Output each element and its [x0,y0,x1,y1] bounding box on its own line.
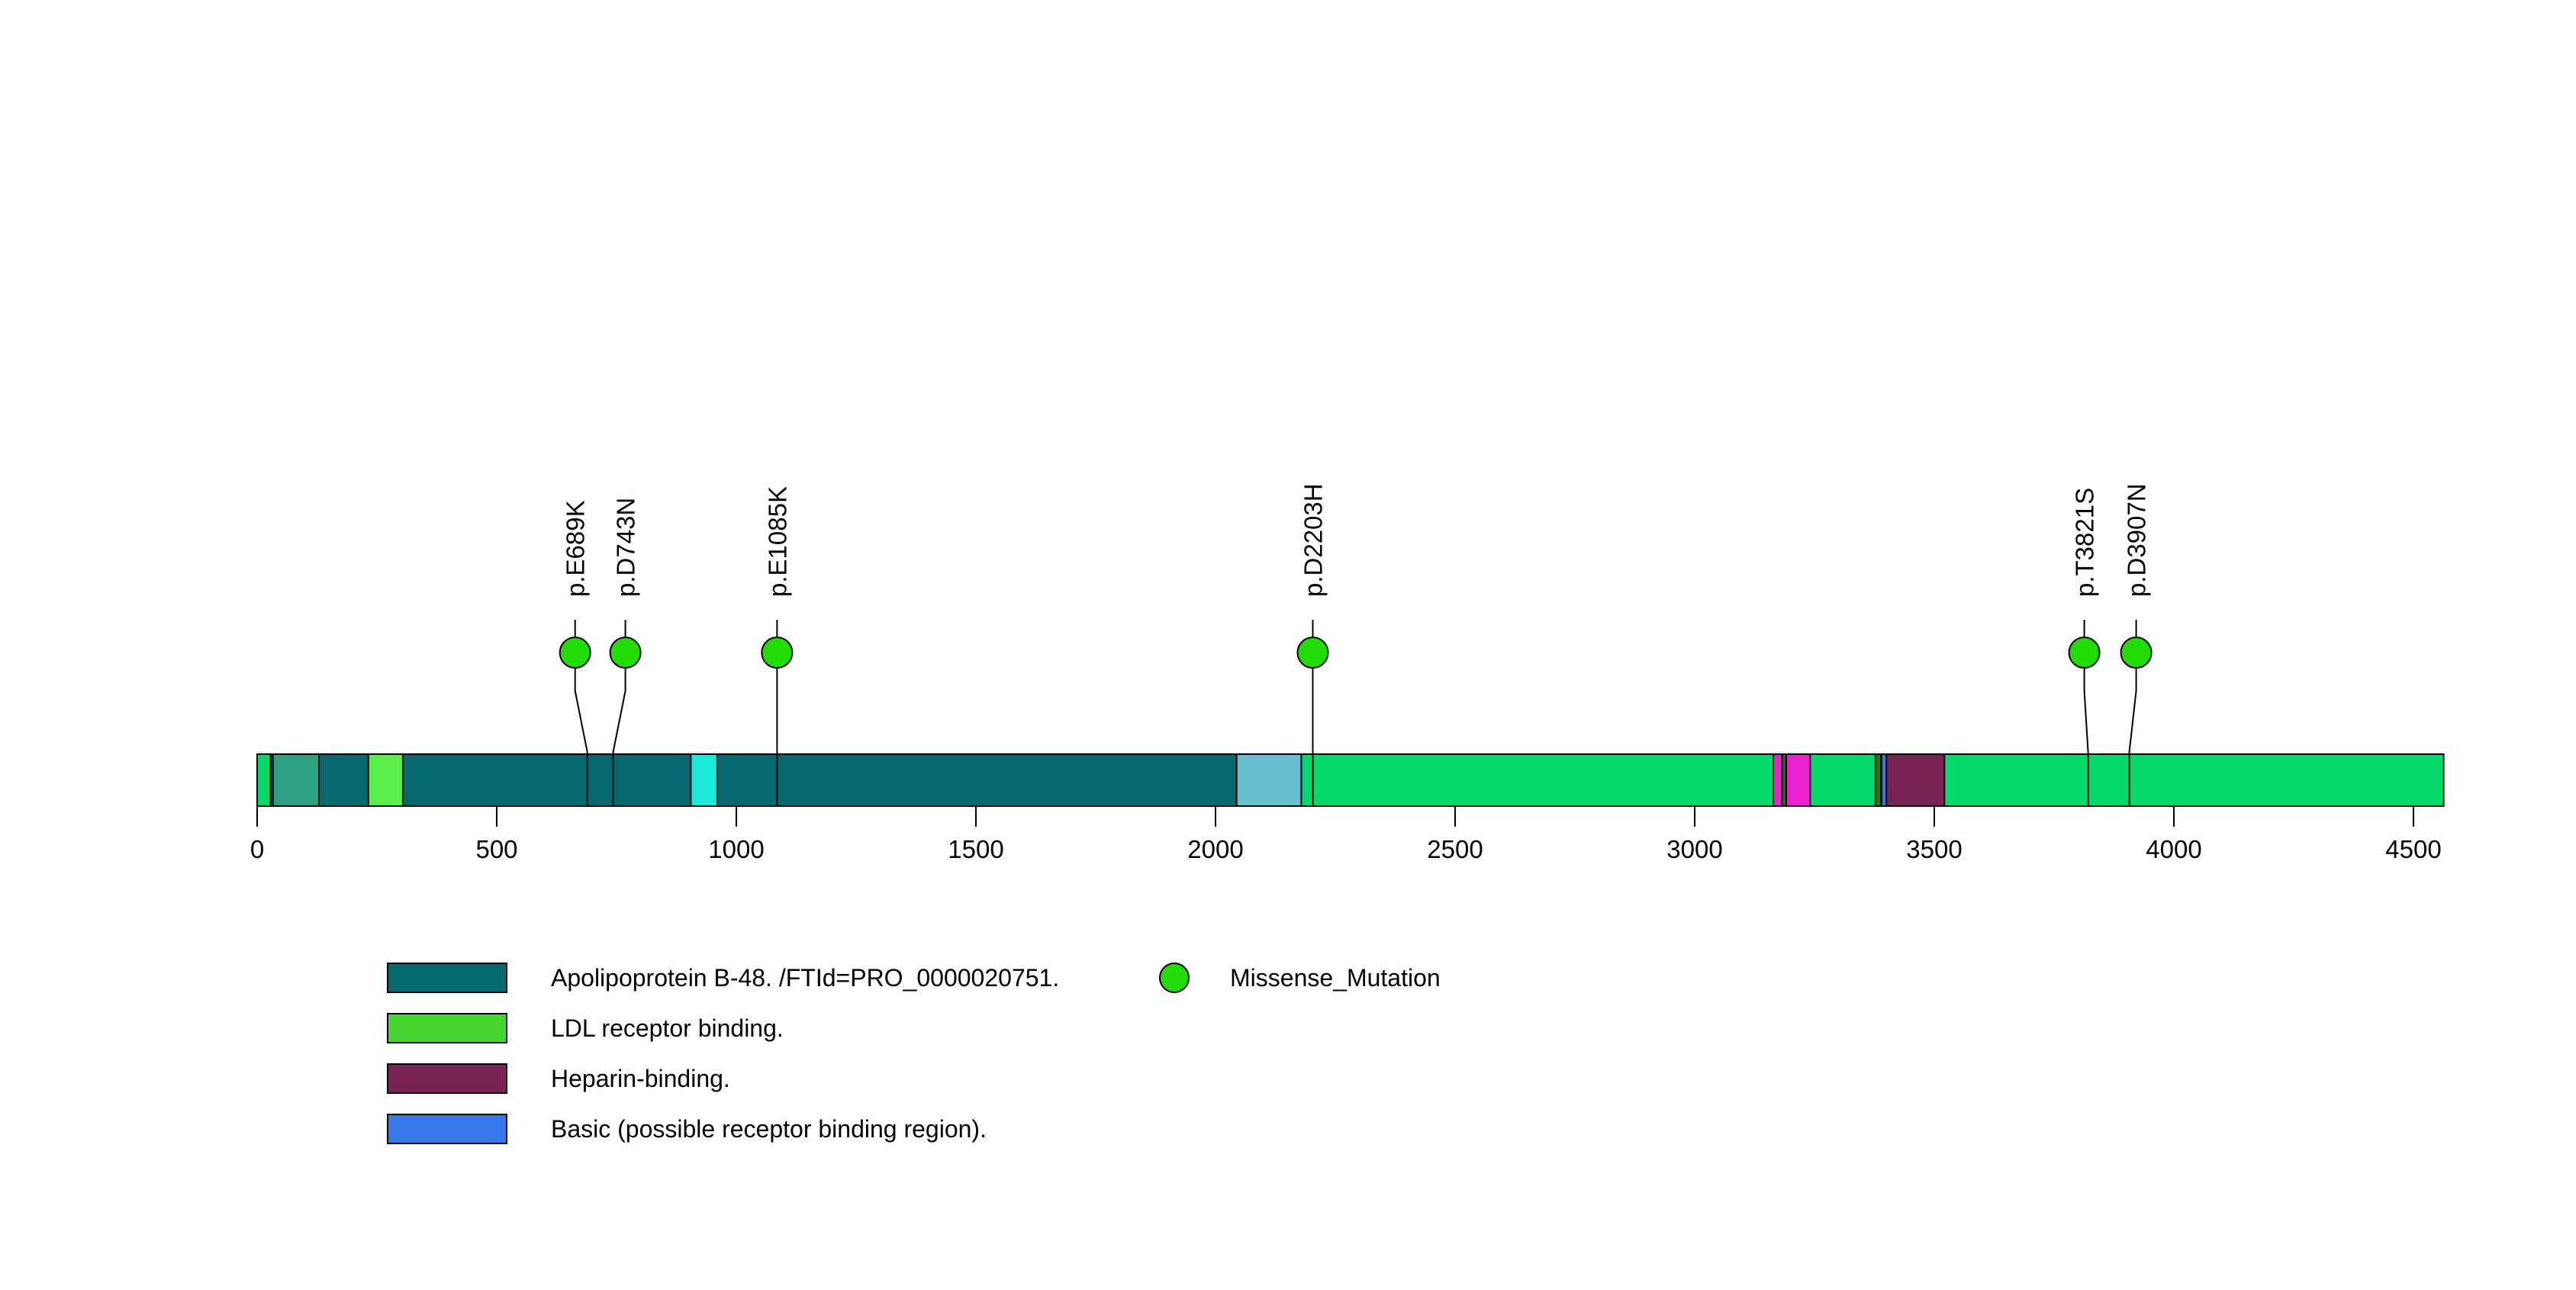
lollipop-label-p.D2203H: p.D2203H [1299,483,1327,597]
legend-swatch-heparin-binding [387,1063,507,1094]
lollipop-circle-p.T3821S [2068,637,2101,669]
axis-tick-label-1000: 1000 [708,835,764,863]
domain-segment-n-terminal-region [272,753,320,807]
legend-swatch-basic-region [387,1114,507,1144]
legend-label-missense-mutation: Missense_Mutation [1230,963,1441,992]
lollipop-circle-p.E1085K [761,637,794,669]
legend-label-apob48: Apolipoprotein B-48. /FTId=PRO_000002075… [551,963,1060,992]
legend-swatch-ldl-receptor-binding [387,1013,507,1043]
axis-tick-label-4500: 4500 [2385,835,2441,863]
lollipop-p.D3907N: p.D3907N [2120,483,2153,806]
domain-segment-dark-green-stripe-2 [1874,753,1882,807]
legend-label-ldl-receptor-binding: LDL receptor binding. [551,1014,784,1042]
lollipop-label-p.E1085K: p.E1085K [763,486,791,597]
legend-missense-circle-icon [1159,963,1190,993]
axis-tick-label-3500: 3500 [1906,835,1962,863]
lollipop-circle-p.E689K [559,637,591,669]
axis-tick-label-1500: 1500 [948,835,1003,863]
axis-tick-label-0: 0 [250,835,264,863]
axis-tick-label-2500: 2500 [1427,835,1483,863]
legend-swatch-apob48 [387,963,507,993]
lollipop-label-p.E689K: p.E689K [562,500,590,597]
domain-segment-apolipoprotein-b48-chain [269,753,1302,807]
lollipop-label-p.T3821S: p.T3821S [2071,488,2099,597]
lollipop-circle-p.D3907N [2120,637,2153,669]
lollipop-p.E1085K: p.E1085K [761,486,794,806]
lollipop-p.D2203H: p.D2203H [1296,483,1329,806]
axis-tick-label-3000: 3000 [1666,835,1722,863]
lollipop-circle-p.D2203H [1296,637,1329,669]
domain-segment-cyan-region [690,753,718,807]
axis-tick-label-4000: 4000 [2146,835,2201,863]
lollipop-p.D743N: p.D743N [609,498,642,806]
axis-tick-label-2000: 2000 [1187,835,1243,863]
domain-segment-heparin-binding-block [1885,753,1946,807]
domain-segment-magenta-region-1 [1772,753,1783,807]
legend-label-heparin-binding: Heparin-binding. [551,1064,730,1092]
lollipop-p.E689K: p.E689K [559,500,591,806]
lollipop-label-p.D743N: p.D743N [612,498,640,597]
lollipop-label-p.D3907N: p.D3907N [2123,483,2151,597]
domain-segment-ldl-receptor-binding-block [367,753,404,807]
axis-tick-label-500: 500 [475,835,517,863]
lollipop-circle-p.D743N [609,637,642,669]
legend-label-basic-region: Basic (possible receptor binding region)… [551,1114,987,1143]
lollipop-p.T3821S: p.T3821S [2068,488,2101,806]
domain-segment-light-blue-region [1235,753,1302,807]
domain-segment-magenta-region-2 [1785,753,1811,807]
